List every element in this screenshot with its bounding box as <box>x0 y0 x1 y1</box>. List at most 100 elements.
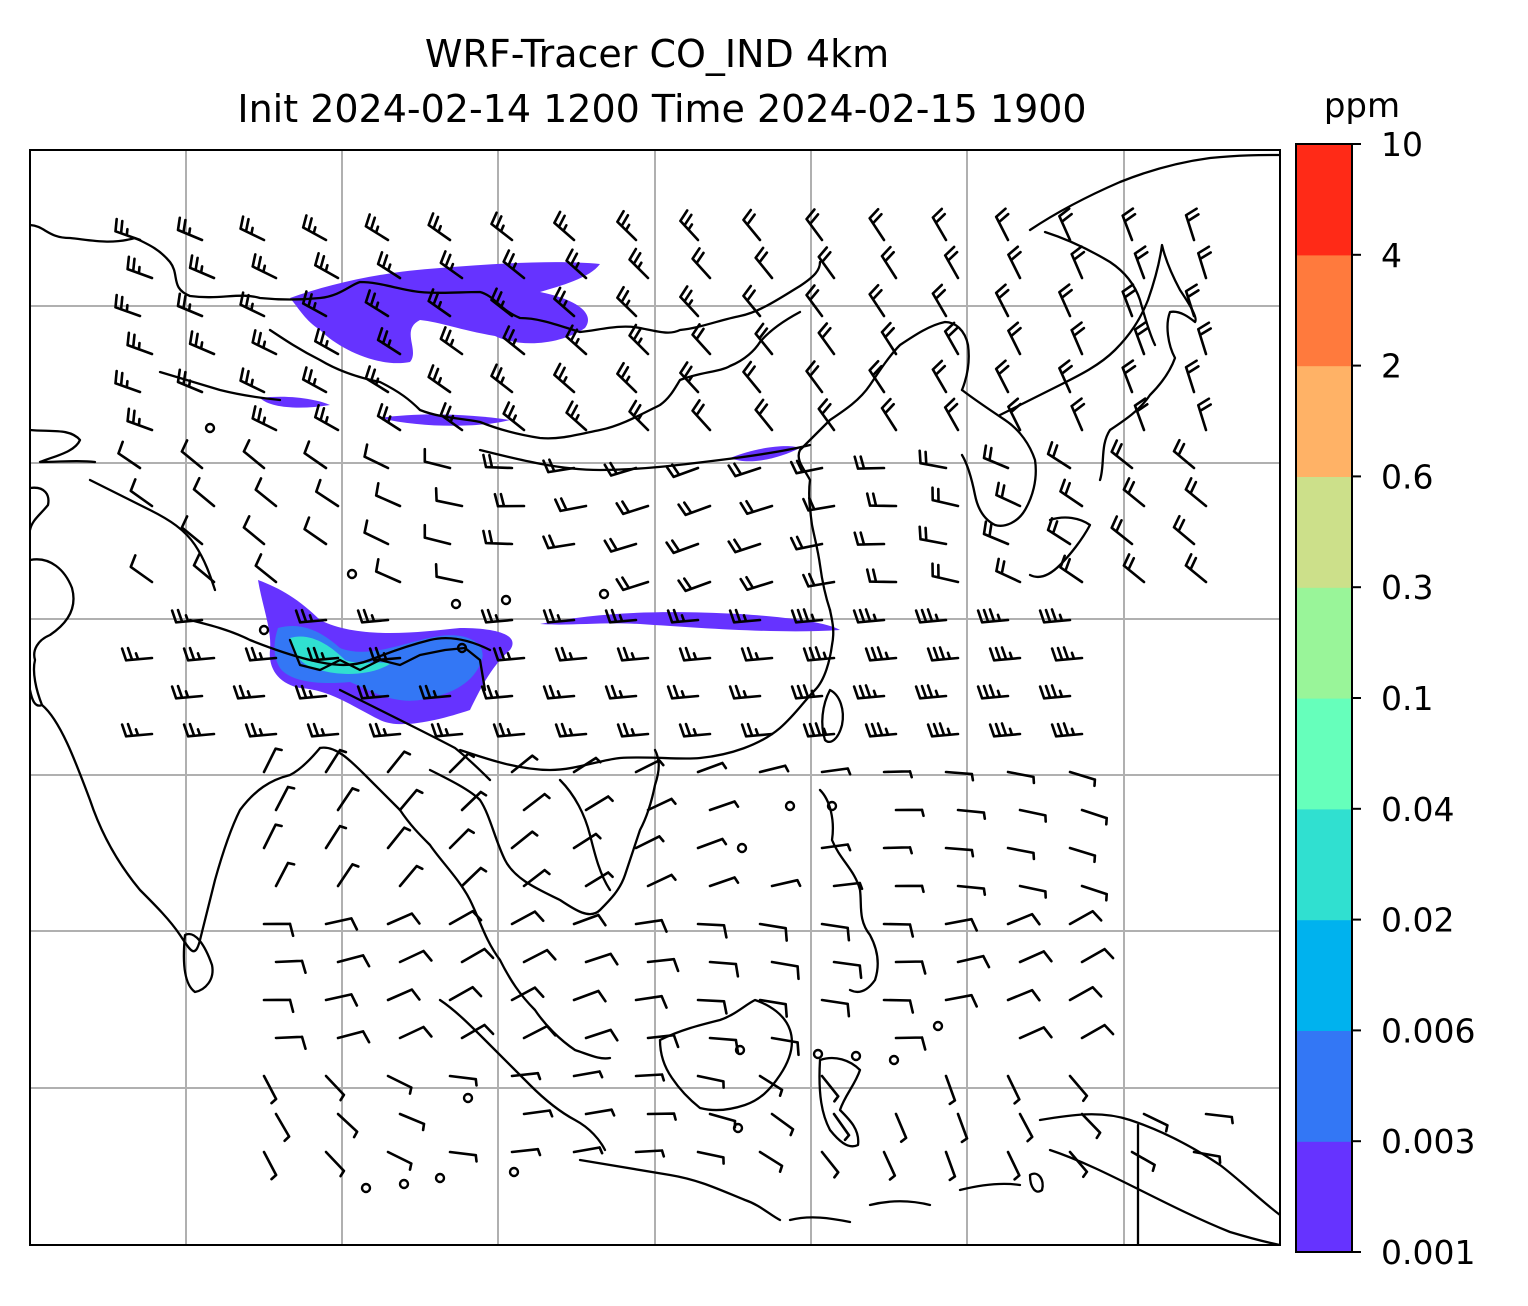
wind-barb <box>770 1112 795 1137</box>
wind-barb <box>398 1025 433 1040</box>
wind-barb <box>1046 441 1072 470</box>
colorbar-segment <box>1296 1030 1352 1142</box>
wind-barb <box>696 922 728 939</box>
wind-barb <box>739 576 774 591</box>
wind-barb <box>742 284 762 318</box>
wind-barb <box>314 328 340 356</box>
wind-barb <box>1197 397 1212 432</box>
wind-barb <box>522 1024 557 1040</box>
wind-barb <box>301 214 328 242</box>
wind-barb <box>628 247 650 280</box>
wind-barb <box>864 722 898 738</box>
wind-barb <box>336 1030 371 1044</box>
wind-barb <box>691 399 712 432</box>
wind-barb <box>944 770 975 782</box>
coast-central-asia <box>30 223 822 334</box>
calm-wind-marker <box>784 800 796 812</box>
wind-barb <box>1068 846 1097 864</box>
wind-barb <box>868 359 886 394</box>
wind-barb <box>251 253 278 280</box>
wind-barb <box>460 866 488 888</box>
calm-wind-marker <box>346 568 358 580</box>
wind-barb <box>677 577 712 593</box>
wind-barb <box>192 476 216 508</box>
wind-barb <box>615 500 650 516</box>
wind-barb <box>628 399 650 432</box>
coast-pakistan <box>30 558 75 707</box>
wind-barb <box>926 646 960 662</box>
wind-barb <box>120 646 154 662</box>
wind-barb <box>572 1146 604 1155</box>
wind-barb <box>943 245 960 280</box>
colorbar-tick-label: 4 <box>1381 236 1402 275</box>
wind-barb <box>490 363 514 394</box>
wind-barb <box>188 254 216 280</box>
wind-barb <box>956 808 987 820</box>
wind-barb <box>708 800 740 812</box>
wind-barb <box>434 563 464 584</box>
wind-barb <box>1006 846 1036 861</box>
coast-sulawesi <box>818 1056 862 1148</box>
wind-barb <box>114 293 142 318</box>
wind-barb <box>882 1150 897 1181</box>
coast-bay-bengal-east <box>318 746 612 1060</box>
colorbar: 0.001 0.003 0.006 0.02 0.04 0.1 0.3 0.6 2 4 10 <box>1295 125 1475 1272</box>
wind-barb <box>1068 986 1103 1002</box>
wind-barb <box>770 960 800 981</box>
wind-barb <box>820 1150 840 1179</box>
wind-barb <box>324 1150 346 1178</box>
coast-java <box>578 1158 782 1222</box>
wind-barb <box>1133 245 1149 280</box>
wind-barb <box>510 754 539 774</box>
wind-barb <box>542 458 576 474</box>
wind-barb <box>880 397 898 432</box>
wind-barb <box>584 795 614 812</box>
wind-barb <box>1006 770 1036 785</box>
colorbar-tick-label: 2 <box>1381 347 1402 386</box>
colorbar-segment <box>1296 144 1352 256</box>
wind-barb <box>1184 553 1208 584</box>
wind-barb <box>324 993 359 1007</box>
coast-indochina <box>428 748 660 916</box>
wind-barb <box>994 359 1010 394</box>
wind-barb <box>572 832 602 850</box>
calm-wind-marker <box>462 1092 474 1104</box>
wind-barb <box>192 552 216 584</box>
wind-barb <box>244 722 278 738</box>
wind-barb <box>802 572 836 588</box>
wind-barb <box>646 797 677 812</box>
wind-barb <box>758 1074 784 1097</box>
wind-barb <box>502 249 526 280</box>
wind-barb <box>1050 722 1084 738</box>
wind-barb <box>817 246 836 280</box>
wind-barb <box>988 646 1022 662</box>
wind-barb <box>1110 515 1134 546</box>
map-area <box>30 150 1280 1245</box>
wind-barb <box>1110 439 1134 470</box>
wind-barb <box>1070 245 1086 280</box>
wind-barb <box>572 989 607 1003</box>
wind-barb <box>368 646 402 662</box>
wind-barb <box>634 1149 666 1158</box>
coast-timor <box>1028 1172 1044 1193</box>
coast-japan-south <box>1028 516 1092 579</box>
wind-barb <box>616 209 638 242</box>
wind-barb <box>584 952 619 966</box>
wind-barb <box>584 1028 619 1042</box>
wind-barb <box>943 397 960 432</box>
wind-barb <box>460 947 495 964</box>
wind-barb <box>553 210 576 242</box>
wind-barb <box>114 217 142 242</box>
coast-south-china <box>458 608 835 772</box>
wind-barb <box>522 1109 554 1118</box>
wind-barb <box>865 568 898 584</box>
wind-barb <box>170 608 204 624</box>
wind-barb <box>522 792 551 812</box>
wind-barb <box>634 835 665 850</box>
wind-barb <box>944 1074 957 1106</box>
wind-barb <box>306 646 340 662</box>
wind-barb <box>820 843 852 852</box>
wind-barb <box>324 748 348 774</box>
wind-barb <box>918 525 948 546</box>
wind-barb <box>448 1150 478 1163</box>
